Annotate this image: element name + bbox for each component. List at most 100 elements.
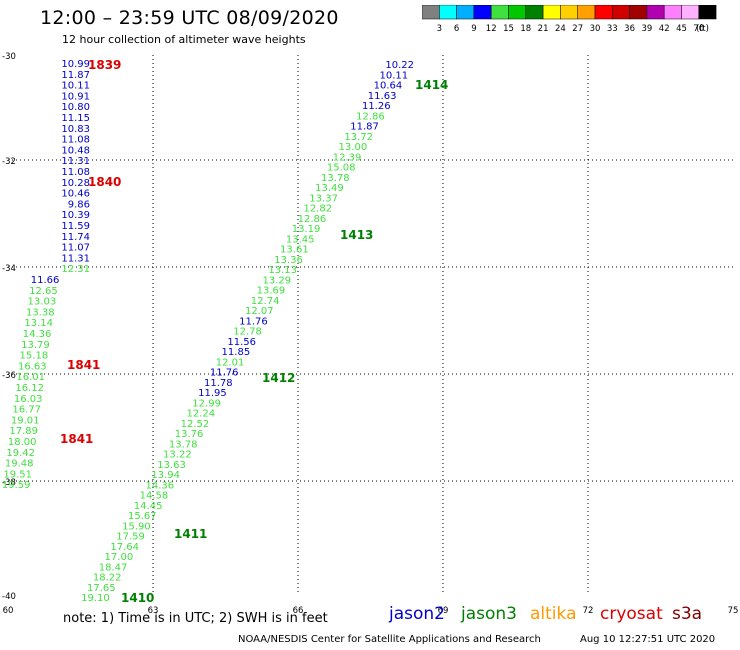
wave-height-reading: 11.07	[61, 243, 90, 254]
wave-height-reading: 16.63	[18, 361, 47, 372]
wave-height-reading: 13.78	[321, 173, 350, 184]
legend-tick-label: 42	[659, 24, 670, 34]
wave-height-reading: 11.31	[61, 156, 90, 167]
pass-time-labels: 1839 1840 1841 1841 1414 1413 1412 1411 1410	[60, 58, 448, 605]
wave-height-reading: 10.91	[61, 91, 90, 102]
legend-s3a: s3a	[672, 604, 703, 624]
wave-height-reading: 17.89	[9, 426, 38, 437]
wave-height-reading: 13.76	[175, 429, 204, 440]
lat-tick-label: -36	[2, 371, 16, 381]
legend-unit-label: (ft)	[696, 24, 709, 34]
legend-tick-label: 3	[437, 24, 442, 34]
lat-tick-label: -30	[2, 52, 16, 62]
wave-height-reading: 12.24	[186, 409, 215, 420]
map-title: 12:00 – 23:59 UTC 08/09/2020	[40, 7, 339, 29]
wave-height-reading: 13.45	[286, 234, 315, 245]
wave-height-reading: 13.79	[21, 340, 50, 351]
wave-height-reading: 11.85	[222, 347, 251, 358]
wave-height-reading: 13.94	[151, 470, 180, 481]
wave-height-reading: 17.64	[110, 542, 139, 553]
wave-height-reading: 12.39	[333, 152, 362, 163]
legend-tick-label: 36	[624, 24, 635, 34]
legend-tick-label: 45	[676, 24, 687, 34]
wave-height-reading: 16.03	[14, 394, 43, 405]
wave-height-reading: 12.01	[216, 357, 245, 368]
legend-tick-label: 18	[520, 24, 531, 34]
lat-tick-label: -38	[2, 478, 16, 488]
wave-height-reading: 19.48	[5, 459, 34, 470]
wave-height-reading: 10.39	[61, 210, 90, 221]
wave-height-reading: 13.13	[268, 265, 297, 276]
legend-swatch	[698, 5, 717, 20]
lon-tick-label: 69	[438, 606, 449, 616]
wave-height-reading: 13.78	[169, 439, 198, 450]
wave-height-reading: 12.31	[61, 264, 90, 275]
lon-tick-label: 75	[728, 606, 739, 616]
legend-cryosat: cryosat	[600, 604, 663, 624]
wave-height-reading: 11.95	[198, 388, 227, 399]
axis-labels: -30 -32 -34 -36 -38 -40 60 63 66 69 72 75	[2, 52, 738, 616]
wave-height-reading: 13.03	[28, 297, 57, 308]
wave-height-reading: 14.36	[146, 480, 175, 491]
pass-time-label: 1411	[174, 527, 207, 541]
pass-time-label: 1413	[340, 228, 373, 242]
wave-height-reading: 12.78	[233, 327, 262, 338]
wave-height-reading: 13.63	[157, 460, 186, 471]
wave-height-reading: 11.31	[61, 253, 90, 264]
wave-height-reading: 16.77	[12, 405, 41, 416]
legend-tick-label: 6	[454, 24, 459, 34]
wave-height-reading: 9.86	[68, 199, 90, 210]
wave-height-reading: 16.12	[15, 383, 44, 394]
lat-tick-label: -40	[2, 592, 16, 602]
legend-tick-label: 21	[538, 24, 549, 34]
wave-height-reading: 12.52	[181, 419, 210, 430]
wave-height-reading: 11.87	[350, 122, 379, 133]
wave-height-reading: 12.99	[192, 398, 221, 409]
legend-tick-label: 70	[693, 24, 704, 34]
legend-tick-label: 30	[590, 24, 601, 34]
wave-height-reading: 18.47	[99, 562, 128, 573]
wave-height-reading: 10.80	[61, 102, 90, 113]
wave-height-reading: 12.86	[298, 214, 327, 225]
wave-height-reading: 10.48	[61, 145, 90, 156]
wave-height-reading: 14.45	[134, 501, 163, 512]
wave-height-reading: 14.58	[140, 491, 169, 502]
wave-height-reading: 10.83	[61, 124, 90, 135]
wave-height-reading: 12.07	[245, 306, 274, 317]
legend-altika: altika	[530, 604, 577, 624]
pass-time-label: 1841	[60, 432, 93, 446]
wave-height-reading: 13.69	[257, 286, 286, 297]
wave-height-reading: 12.82	[303, 204, 332, 215]
wave-height-reading: 12.86	[356, 111, 385, 122]
pass-time-label: 1412	[262, 371, 295, 385]
pass-time-label: 1841	[67, 358, 100, 372]
wave-height-reading: 13.00	[339, 142, 368, 153]
wave-height-reading: 13.19	[292, 224, 321, 235]
pass-time-label: 1840	[88, 175, 121, 189]
wave-height-reading: 15.18	[20, 351, 49, 362]
wave-height-reading: 13.29	[263, 275, 292, 286]
wave-height-reading: 16.01	[16, 372, 45, 383]
wave-height-reading: 11.76	[210, 368, 239, 379]
wave-height-reading: 11.74	[61, 232, 90, 243]
lat-tick-label: -32	[2, 157, 16, 167]
wave-height-reading: 17.00	[105, 552, 134, 563]
lon-tick-label: 60	[3, 606, 14, 616]
legend-tick-label: 15	[503, 24, 514, 34]
wave-height-reading: 19.01	[11, 415, 40, 426]
legend-tick-label: 39	[641, 24, 652, 34]
wave-height-reading: 11.78	[204, 378, 233, 389]
wave-height-reading: 11.26	[362, 101, 391, 112]
wave-height-reading: 13.61	[280, 245, 309, 256]
legend-tick-label: 12	[486, 24, 497, 34]
wave-height-reading: 11.63	[368, 91, 397, 102]
legend-tick-label: 33	[607, 24, 618, 34]
wave-height-reading: 17.59	[116, 532, 145, 543]
legend-tick-label: 27	[572, 24, 583, 34]
pass-time-label: 1410	[121, 591, 154, 605]
footer-note: note: 1) Time is in UTC; 2) SWH is in fe…	[63, 611, 328, 626]
lon-tick-label: 66	[293, 606, 304, 616]
credit-line: NOAA/NESDIS Center for Satellite Applica…	[238, 634, 541, 645]
wave-height-reading: 18.22	[93, 573, 122, 584]
